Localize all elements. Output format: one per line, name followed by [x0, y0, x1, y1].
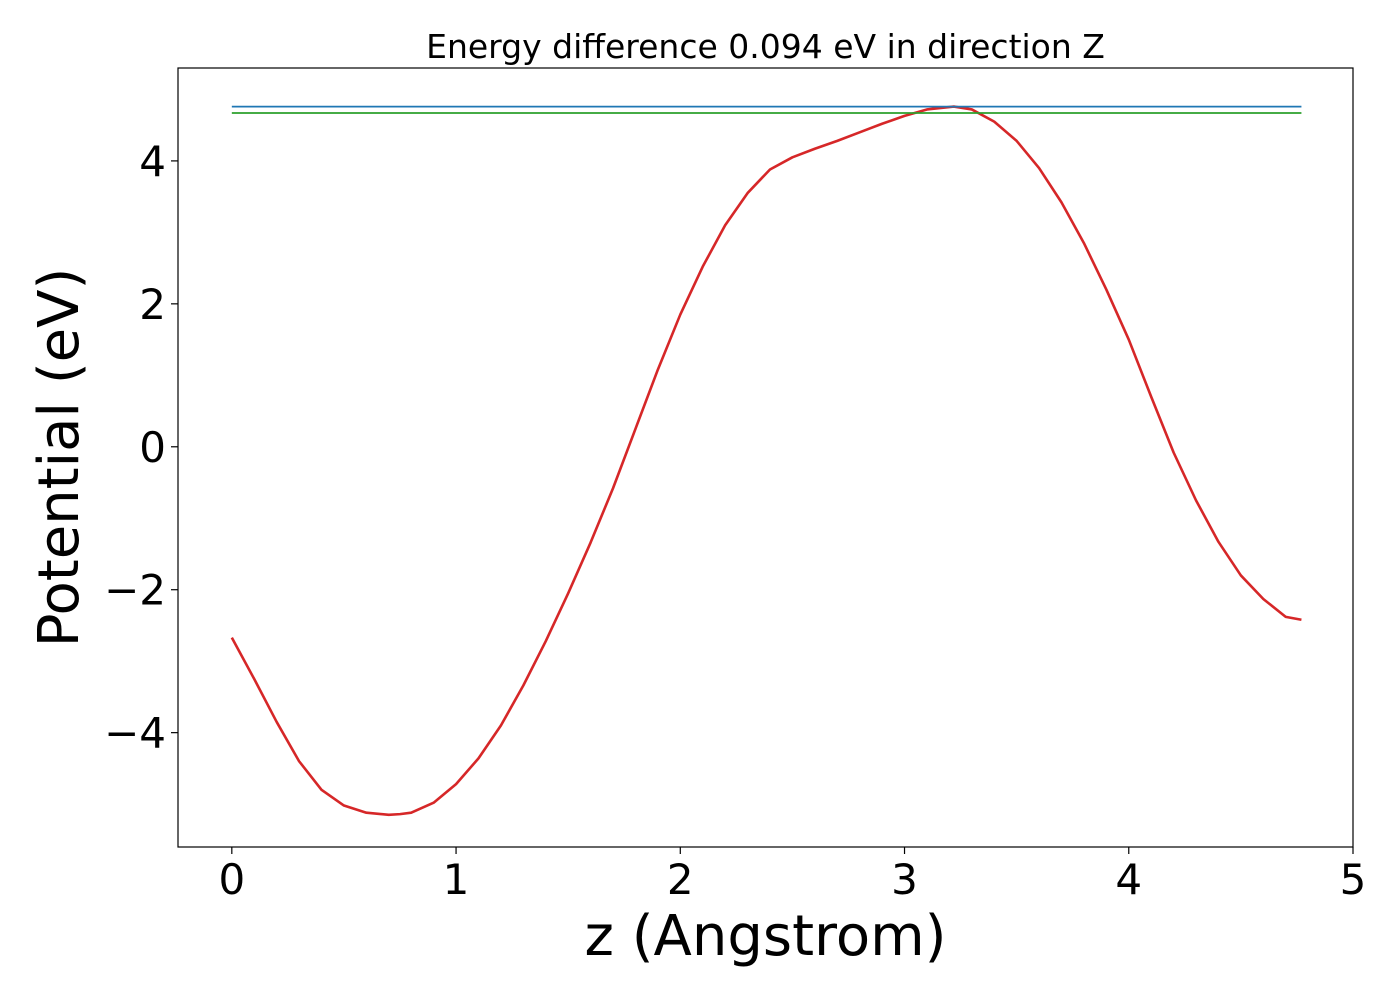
chart-title: Energy difference 0.094 eV in direction …: [426, 27, 1105, 66]
x-tick-label: 1: [443, 855, 470, 904]
y-tick-label: 0: [139, 423, 166, 472]
x-tick-label: 2: [667, 855, 694, 904]
axes-frame: [177, 67, 1354, 848]
y-tick-label: 2: [139, 280, 166, 329]
plot-lines-group: [230, 105, 1302, 817]
x-tick-label: 4: [1115, 855, 1142, 904]
x-axis-ticks: 0 1 2 3 4 5: [218, 847, 1366, 904]
y-axis-ticks: −4 −2 0 2 4: [104, 137, 178, 758]
x-tick-label: 3: [891, 855, 918, 904]
series-line-0: [230, 105, 1302, 817]
y-tick-label: 4: [139, 137, 166, 186]
y-tick-label: −4: [104, 709, 166, 758]
x-axis-label: z (Angstrom): [585, 904, 947, 969]
y-tick-label: −2: [104, 566, 166, 615]
y-axis-label: Potential (eV): [27, 268, 92, 648]
x-tick-label: 0: [218, 855, 245, 904]
x-tick-label: 5: [1340, 855, 1367, 904]
